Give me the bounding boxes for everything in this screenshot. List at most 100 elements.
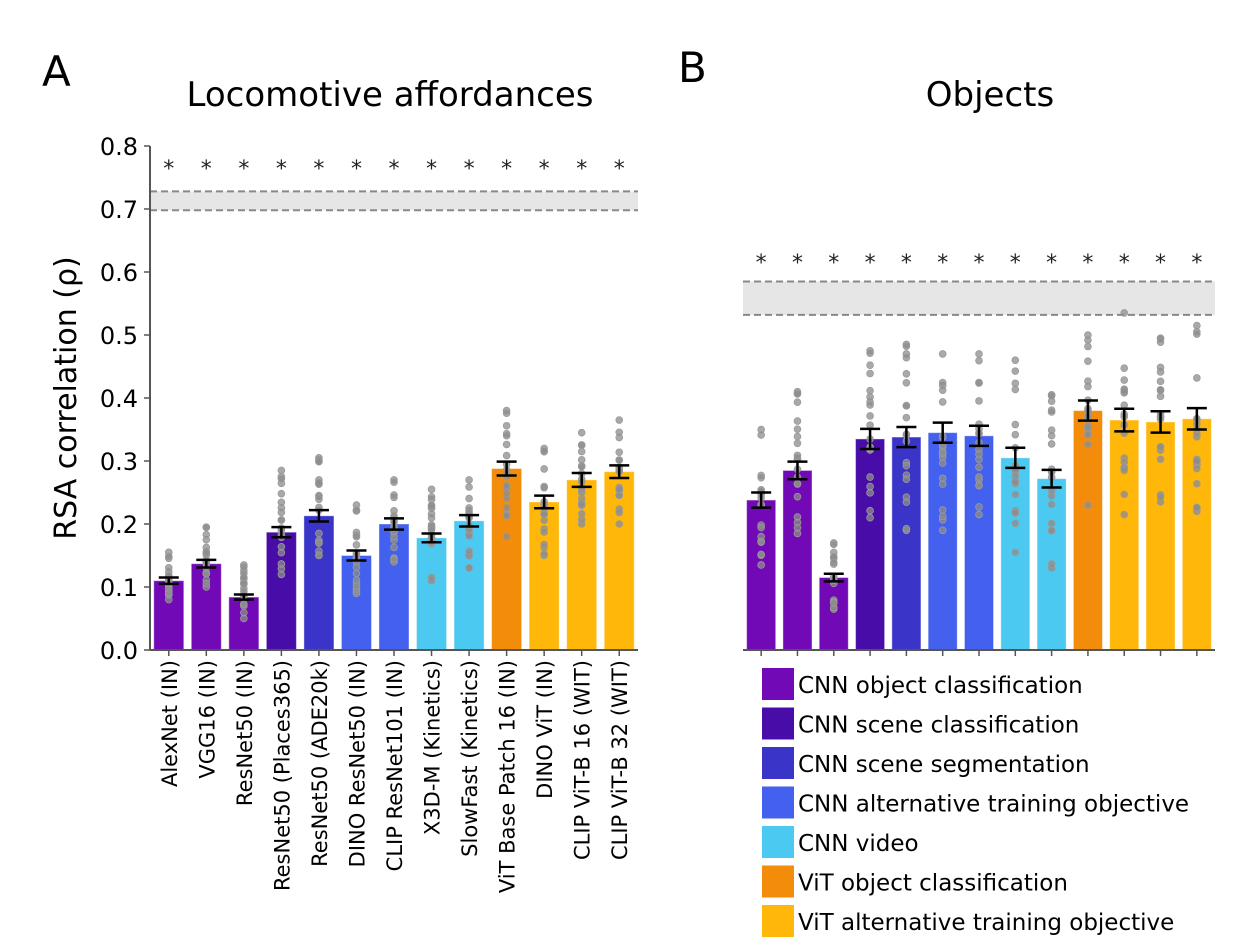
y-axis-label: RSA correlation (ρ) (49, 256, 84, 539)
data-point (866, 421, 874, 429)
bar (453, 520, 485, 651)
data-point (1011, 367, 1020, 375)
data-point (465, 564, 473, 572)
y-tick-label: 0.3 (100, 448, 138, 476)
data-point (1193, 464, 1201, 473)
data-point (1120, 376, 1129, 384)
data-point (975, 463, 983, 471)
data-point (540, 528, 548, 536)
data-point (1084, 422, 1092, 430)
data-point (615, 456, 624, 464)
data-point (1047, 391, 1056, 400)
data-point (1120, 387, 1129, 396)
legend-swatch (762, 747, 794, 779)
data-point (315, 495, 323, 504)
panel-b-plot-area: * * * * * * * * * * * * * (743, 251, 1215, 656)
data-point (164, 563, 173, 572)
data-point (540, 447, 548, 455)
data-point (975, 473, 983, 481)
data-point (352, 582, 361, 591)
data-point (866, 361, 874, 370)
legend-swatch (762, 668, 794, 700)
legend: CNN object classification CNN scene class… (762, 668, 1189, 937)
significance-star: * (1046, 251, 1057, 276)
data-point (465, 483, 473, 491)
data-point (202, 530, 211, 539)
data-point (1011, 478, 1020, 486)
data-point (757, 523, 765, 532)
data-point (202, 549, 211, 557)
data-point (866, 401, 874, 409)
data-point (427, 485, 436, 494)
significance-star: * (426, 157, 437, 182)
legend-label: CNN alternative training objective (798, 792, 1189, 818)
data-point (1047, 519, 1056, 528)
significance-star: * (576, 157, 587, 182)
data-point (1120, 309, 1129, 317)
data-point (315, 529, 323, 538)
data-point (866, 482, 874, 491)
data-point (164, 552, 173, 561)
data-point (829, 558, 838, 567)
significance-star: * (501, 157, 512, 182)
data-point (352, 563, 361, 571)
data-point (902, 475, 911, 484)
data-point (502, 409, 511, 417)
data-point (577, 441, 586, 449)
y-tick-label: 0.7 (100, 196, 138, 224)
data-point (1156, 338, 1165, 346)
data-point (577, 509, 586, 518)
bar (818, 577, 849, 651)
y-tick-label: 0.5 (100, 322, 138, 350)
data-point (540, 483, 548, 492)
data-point (540, 540, 548, 549)
data-point (1047, 431, 1056, 440)
data-point (793, 492, 802, 501)
legend-label: ViT object classification (798, 871, 1068, 897)
significance-star: * (828, 251, 839, 276)
significance-star: * (276, 157, 287, 182)
data-point (390, 491, 398, 499)
data-point (1193, 330, 1201, 338)
data-point (866, 506, 874, 515)
bar (1181, 418, 1212, 651)
panel-b-chart: Objects * * * * * * * * * * * * * (743, 75, 1215, 656)
data-point (975, 356, 983, 365)
data-point (465, 532, 473, 540)
data-point (902, 342, 911, 350)
data-point (938, 506, 947, 514)
data-point (975, 350, 983, 358)
noise-ceiling-band (150, 191, 638, 211)
data-point (465, 494, 473, 503)
panel-a-chart: Locomotive affordances RSA correlation (… (49, 75, 638, 893)
data-point (502, 451, 511, 460)
data-point (1084, 377, 1092, 385)
data-point (577, 447, 586, 456)
significance-star: * (901, 251, 912, 276)
data-point (277, 498, 286, 507)
data-point (757, 431, 765, 439)
significance-star: * (1010, 251, 1021, 276)
data-point (202, 523, 211, 532)
panel-a-plot-area: * AlexNet (IN) * VGG16 (IN) * ResNet50 (IN) * R… (100, 133, 638, 893)
data-point (1011, 508, 1020, 517)
x-tick-label: AlexNet (IN) (158, 660, 182, 787)
data-point (390, 543, 398, 552)
data-point (902, 524, 911, 533)
data-point (615, 416, 624, 424)
data-point (793, 479, 802, 488)
data-point (615, 485, 624, 494)
data-point (502, 511, 511, 520)
data-point (502, 503, 511, 512)
data-point (1084, 342, 1092, 351)
data-point (502, 421, 511, 430)
significance-star: * (1119, 251, 1130, 276)
data-point (938, 350, 947, 358)
data-point (902, 370, 911, 378)
data-point (866, 349, 874, 357)
data-point (465, 476, 473, 484)
data-point (1193, 503, 1201, 512)
data-point (1084, 336, 1092, 344)
data-point (540, 465, 548, 473)
data-point (902, 353, 911, 362)
